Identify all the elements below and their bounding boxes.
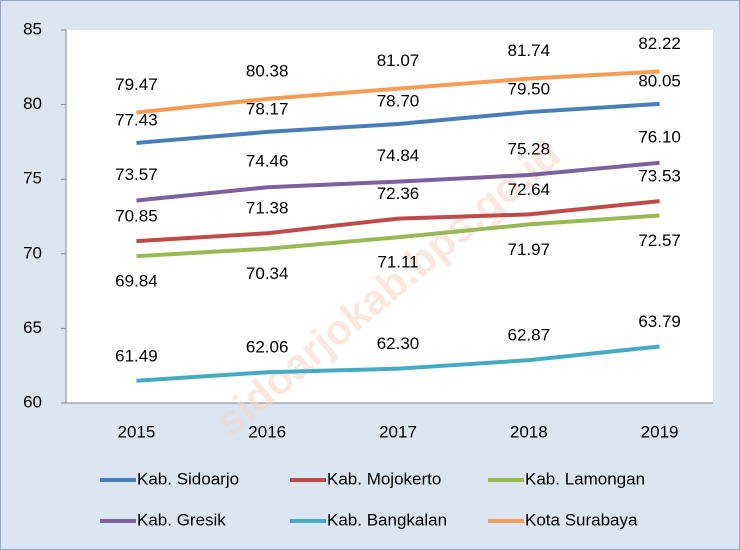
data-label: 73.53: [638, 167, 681, 186]
data-label: 69.84: [115, 272, 158, 291]
data-label: 78.17: [246, 99, 289, 118]
data-label: 82.22: [638, 34, 681, 53]
data-label: 81.07: [377, 51, 420, 70]
data-label: 61.49: [115, 346, 158, 365]
x-tick-label: 2017: [379, 422, 417, 441]
data-label: 77.43: [115, 110, 158, 129]
data-label: 72.36: [377, 184, 420, 203]
plot-area: [66, 30, 713, 403]
y-tick-label: 75: [23, 169, 42, 188]
legend-label: Kab. Lamongan: [525, 469, 645, 488]
legend-label: Kab. Gresik: [137, 510, 226, 529]
x-tick-label: 2019: [641, 422, 679, 441]
x-tick-label: 2018: [510, 422, 548, 441]
data-label: 80.38: [246, 61, 289, 80]
legend-label: Kota Surabaya: [525, 510, 638, 529]
data-label: 81.74: [508, 41, 551, 60]
data-label: 73.57: [115, 165, 158, 184]
data-label: 71.97: [508, 240, 551, 259]
data-label: 71.11: [377, 253, 418, 272]
legend-label: Kab. Mojokerto: [327, 469, 441, 488]
y-tick-label: 70: [23, 243, 42, 262]
y-tick-label: 60: [23, 392, 42, 411]
series-line: [136, 101, 660, 145]
legend-label: Kab. Sidoarjo: [137, 469, 239, 488]
data-label: 70.34: [246, 264, 289, 283]
data-label: 63.79: [638, 312, 681, 331]
data-label: 74.84: [377, 146, 420, 165]
x-tick-label: 2016: [248, 422, 286, 441]
y-tick-label: 80: [23, 94, 42, 113]
data-label: 71.38: [246, 199, 289, 218]
series-line: [136, 69, 660, 115]
data-label: 75.28: [508, 140, 551, 159]
data-label: 72.64: [508, 180, 551, 199]
data-label: 80.05: [638, 71, 681, 90]
data-label: 62.06: [246, 338, 289, 357]
series-line: [136, 213, 660, 259]
data-label: 76.10: [638, 127, 681, 146]
y-tick-label: 65: [23, 318, 42, 337]
data-label: 70.85: [115, 207, 158, 226]
data-label: 79.50: [508, 80, 551, 99]
legend-label: Kab. Bangkalan: [327, 510, 447, 529]
x-tick-label: 2015: [117, 422, 155, 441]
data-label: 74.46: [246, 152, 289, 171]
y-tick-label: 85: [23, 19, 42, 38]
data-label: 62.30: [377, 334, 420, 353]
data-label: 78.70: [377, 91, 420, 110]
data-label: 62.87: [508, 326, 551, 345]
series-line: [136, 199, 660, 244]
data-label: 72.57: [638, 231, 681, 250]
series-line: [136, 160, 660, 203]
series-line: [136, 344, 660, 383]
data-label: 79.47: [115, 75, 158, 94]
